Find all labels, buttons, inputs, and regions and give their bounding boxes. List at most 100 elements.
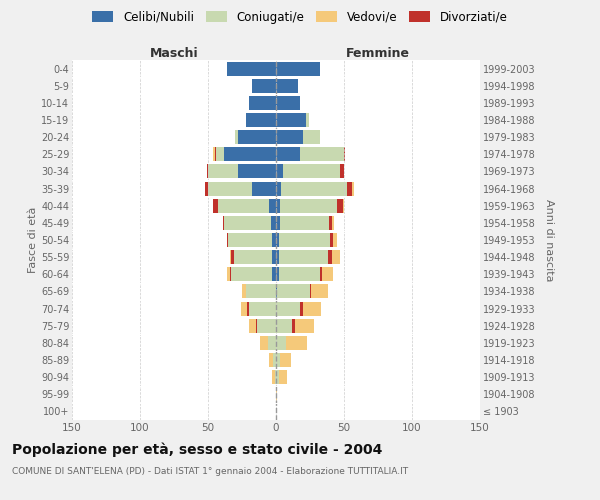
Bar: [279, 233, 331, 247]
Bar: [333, 233, 337, 247]
Bar: [320, 268, 322, 281]
Bar: [279, 370, 287, 384]
Bar: [223, 216, 224, 230]
Bar: [246, 113, 276, 127]
Bar: [206, 164, 208, 178]
Bar: [276, 148, 301, 162]
Bar: [276, 198, 280, 212]
Bar: [269, 198, 276, 212]
Bar: [281, 182, 347, 196]
Bar: [276, 182, 281, 196]
Bar: [227, 268, 230, 281]
Bar: [276, 250, 279, 264]
Bar: [215, 148, 216, 162]
Bar: [251, 182, 276, 196]
Bar: [231, 268, 272, 281]
Bar: [276, 284, 277, 298]
Bar: [332, 250, 340, 264]
Text: Popolazione per età, sesso e stato civile - 2004: Popolazione per età, sesso e stato civil…: [12, 442, 382, 457]
Bar: [269, 353, 273, 367]
Bar: [208, 182, 251, 196]
Bar: [344, 148, 346, 162]
Bar: [303, 130, 320, 144]
Bar: [260, 336, 268, 350]
Bar: [331, 233, 333, 247]
Bar: [251, 78, 276, 92]
Bar: [286, 336, 307, 350]
Bar: [352, 182, 353, 196]
Bar: [276, 96, 301, 110]
Bar: [329, 216, 332, 230]
Bar: [224, 216, 271, 230]
Bar: [214, 198, 218, 212]
Bar: [276, 78, 298, 92]
Bar: [218, 198, 269, 212]
Y-axis label: Fasce di età: Fasce di età: [28, 207, 38, 273]
Bar: [332, 216, 334, 230]
Bar: [229, 233, 272, 247]
Bar: [276, 233, 279, 247]
Bar: [227, 233, 229, 247]
Bar: [246, 284, 276, 298]
Bar: [295, 318, 314, 332]
Bar: [322, 268, 333, 281]
Bar: [292, 318, 295, 332]
Bar: [340, 164, 344, 178]
Bar: [205, 182, 208, 196]
Bar: [301, 302, 303, 316]
Bar: [276, 130, 303, 144]
Bar: [234, 250, 272, 264]
Bar: [306, 113, 308, 127]
Text: COMUNE DI SANT'ELENA (PD) - Dati ISTAT 1° gennaio 2004 - Elaborazione TUTTITALIA: COMUNE DI SANT'ELENA (PD) - Dati ISTAT 1…: [12, 468, 408, 476]
Bar: [276, 216, 280, 230]
Bar: [310, 284, 311, 298]
Bar: [241, 302, 247, 316]
Bar: [238, 130, 276, 144]
Bar: [273, 353, 276, 367]
Bar: [276, 370, 279, 384]
Bar: [249, 302, 276, 316]
Bar: [280, 353, 291, 367]
Bar: [343, 198, 344, 212]
Legend: Celibi/Nubili, Coniugati/e, Vedovi/e, Divorziati/e: Celibi/Nubili, Coniugati/e, Vedovi/e, Di…: [90, 8, 510, 26]
Bar: [276, 353, 280, 367]
Bar: [276, 268, 279, 281]
Bar: [276, 113, 306, 127]
Bar: [256, 318, 257, 332]
Bar: [238, 164, 276, 178]
Bar: [276, 318, 292, 332]
Bar: [276, 388, 277, 402]
Y-axis label: Anni di nascita: Anni di nascita: [544, 198, 554, 281]
Bar: [311, 284, 328, 298]
Bar: [214, 148, 215, 162]
Text: Femmine: Femmine: [346, 47, 410, 60]
Bar: [235, 130, 238, 144]
Bar: [347, 182, 352, 196]
Bar: [337, 198, 343, 212]
Bar: [271, 216, 276, 230]
Bar: [272, 250, 276, 264]
Bar: [276, 62, 320, 76]
Bar: [272, 268, 276, 281]
Bar: [283, 164, 340, 178]
Bar: [230, 268, 231, 281]
Bar: [208, 164, 238, 178]
Bar: [230, 250, 231, 264]
Bar: [272, 370, 275, 384]
Bar: [242, 284, 246, 298]
Bar: [227, 62, 276, 76]
Bar: [247, 302, 249, 316]
Bar: [272, 233, 276, 247]
Bar: [276, 302, 301, 316]
Bar: [216, 148, 224, 162]
Bar: [303, 302, 321, 316]
Bar: [279, 268, 320, 281]
Bar: [276, 164, 283, 178]
Bar: [275, 370, 276, 384]
Bar: [280, 216, 329, 230]
Bar: [280, 198, 337, 212]
Bar: [279, 250, 328, 264]
Bar: [249, 318, 256, 332]
Bar: [249, 96, 276, 110]
Bar: [277, 284, 310, 298]
